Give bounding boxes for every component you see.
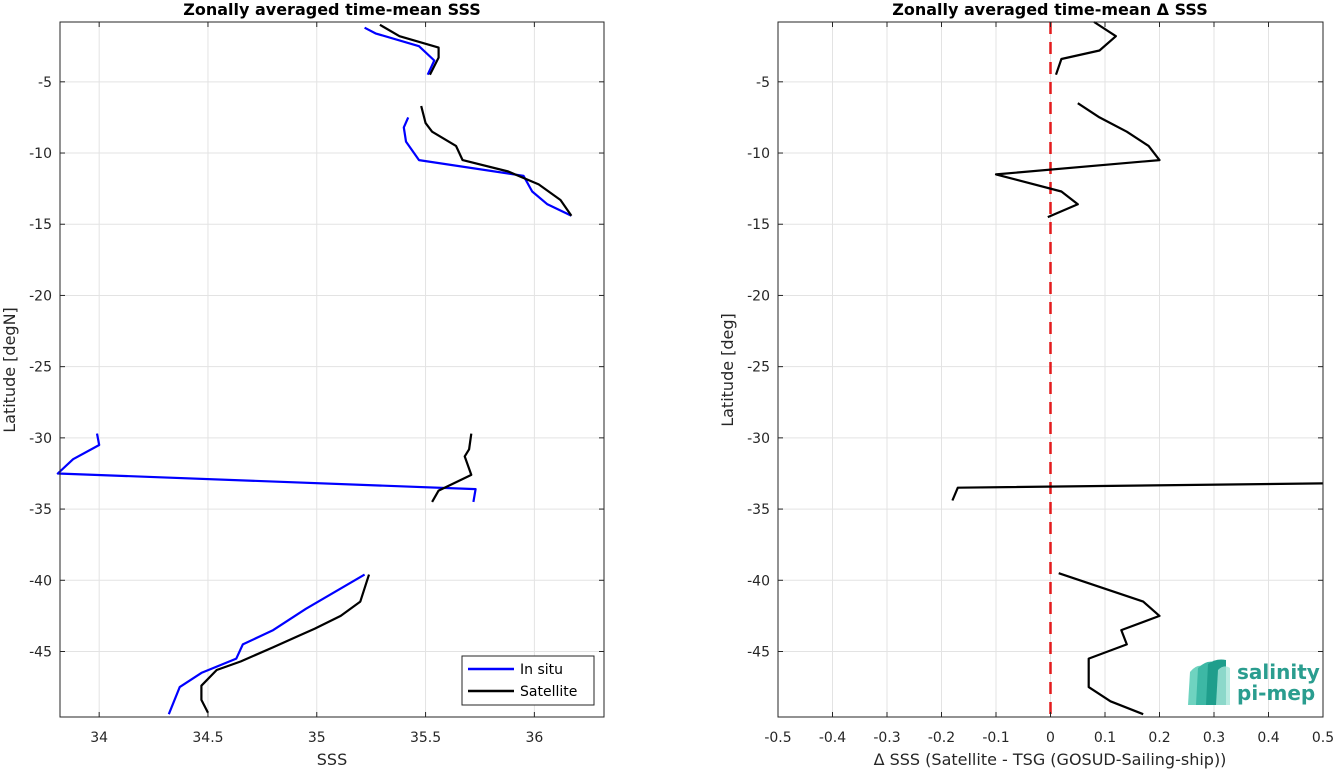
x-tick-label: 0.3 [1203,730,1225,746]
y-tick-label: -40 [29,573,52,589]
right-series [951,21,1324,716]
legend: In situ Satellite [461,655,595,706]
y-tick-label: -30 [29,431,52,447]
series-line-satellite [379,23,440,76]
y-tick-label: -25 [29,360,52,376]
y-tick-label: -25 [747,360,770,376]
left-chart-title: Zonally averaged time-mean SSS [183,0,481,19]
y-tick-label: -30 [747,431,770,447]
series-line-delta-sss [1054,21,1118,76]
x-tick-label: -0.5 [764,730,791,746]
y-tick-label: -5 [38,75,52,91]
left-grid [60,22,604,717]
legend-label-satellite: Satellite [520,684,577,700]
y-tick-label: -45 [29,644,52,660]
series-line-in-situ [56,433,477,503]
right-ticks: -0.5 -0.4 -0.3 -0.2 -0.1 0 0.1 0.2 0.3 0.4 0.5 -5 -1… [747,22,1334,746]
y-tick-label: -45 [747,644,770,660]
y-tick-label: -5 [756,75,770,91]
y-tick-label: -20 [747,288,770,304]
legend-box [461,655,595,706]
series-line-satellite [431,433,473,503]
x-tick-label: -0.3 [873,730,900,746]
x-tick-label: 35.5 [410,730,441,746]
y-tick-label: -35 [747,502,770,518]
left-y-axis-label: Latitude [degN] [0,307,19,433]
series-line-in-situ [364,26,436,76]
salinity-pi-mep-logo: salinity pi-mep [1188,659,1320,705]
y-tick-label: -15 [747,217,770,233]
x-tick-label: 0.5 [1312,730,1334,746]
y-tick-label: -40 [747,573,770,589]
x-tick-label: 34 [90,730,108,746]
x-tick-label: 35 [308,730,326,746]
x-tick-label: 0.4 [1257,730,1279,746]
series-line-delta-sss [994,102,1161,219]
x-tick-label: -0.2 [928,730,955,746]
y-tick-label: -20 [29,288,52,304]
right-chart-title: Zonally averaged time-mean Δ SSS [892,0,1208,19]
y-tick-label: -15 [29,217,52,233]
x-tick-label: -0.1 [982,730,1009,746]
logo-text-line2: pi-mep [1237,681,1315,705]
x-tick-label: 34.5 [192,730,223,746]
x-tick-label: 0 [1046,730,1055,746]
series-line-satellite [420,105,573,217]
series-line-delta-sss [951,482,1324,501]
left-panel-sss: 34 34.5 35 35.5 36 -5 -10 -15 -20 -25 -30 -35 -40 -45… [0,0,605,769]
left-series [56,23,573,715]
y-tick-label: -10 [29,146,52,162]
y-tick-label: -10 [747,146,770,162]
x-tick-label: 0.2 [1148,730,1170,746]
left-x-axis-label: SSS [317,750,347,769]
series-line-satellite [200,574,371,714]
x-tick-label: -0.4 [819,730,846,746]
logo-text-line1: salinity [1237,660,1320,684]
series-line-delta-sss [1058,572,1161,716]
left-plot-frame [59,21,605,718]
series-line-in-situ [167,573,366,715]
x-tick-label: 36 [525,730,543,746]
x-tick-label: 0.1 [1094,730,1116,746]
right-panel-delta-sss: -0.5 -0.4 -0.3 -0.2 -0.1 0 0.1 0.2 0.3 0.4 0.5 -5 -1… [718,0,1334,769]
series-line-in-situ [402,116,572,217]
legend-label-in-situ: In situ [520,662,563,678]
y-tick-label: -35 [29,502,52,518]
right-x-axis-label: Δ SSS (Satellite - TSG (GOSUD-Sailing-sh… [874,750,1227,769]
left-ticks: 34 34.5 35 35.5 36 -5 -10 -15 -20 -25 -30 -35 -40 -45 [29,22,604,746]
logo-waves-icon [1188,659,1230,705]
right-y-axis-label: Latitude [deg] [718,313,737,427]
